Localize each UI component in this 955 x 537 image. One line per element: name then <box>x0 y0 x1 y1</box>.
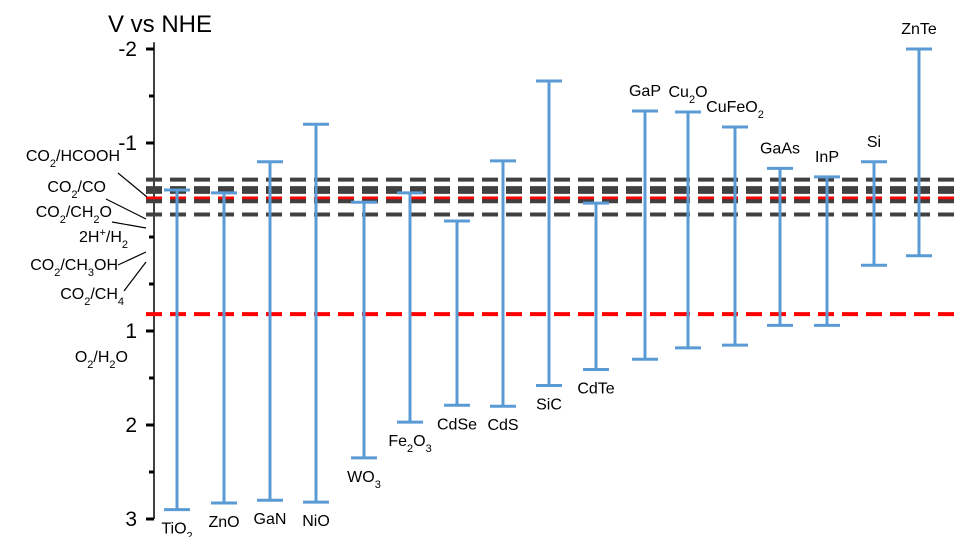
material-label: Si <box>867 134 881 151</box>
band-bar: GaN <box>254 160 287 528</box>
material-label: WO3 <box>347 469 381 491</box>
redox-couple-label: CO2/CH3OH <box>30 251 147 279</box>
material-label: GaN <box>254 511 287 528</box>
material-label: CuFeO2 <box>706 99 764 121</box>
material-label: NiO <box>302 513 330 530</box>
leader-line <box>111 221 147 229</box>
redox-lines <box>146 177 955 317</box>
y-axis: -2 -1 1 2 3 <box>118 38 155 531</box>
material-label: ZnO <box>208 514 239 531</box>
redox-couple-text: O2/H2O <box>75 349 128 371</box>
redox-couple-text: 2H+/H2 <box>79 227 128 251</box>
chart-title: V vs NHE <box>108 11 212 38</box>
y-tick-label: 2 <box>125 414 137 437</box>
redox-couple-label: 2H+/H2 <box>79 227 128 251</box>
material-label: GaP <box>629 83 661 100</box>
material-label: CdTe <box>577 381 614 398</box>
band-bar: ZnTe <box>901 21 937 258</box>
material-label: SiC <box>536 397 562 414</box>
y-tick-label: 1 <box>125 320 137 343</box>
redox-couple-label: O2/H2O <box>75 349 128 371</box>
leader-line <box>105 198 147 220</box>
band-bar: CdSe <box>437 219 477 433</box>
material-label: Fe2O3 <box>388 433 431 455</box>
material-label: CdSe <box>437 416 477 433</box>
band-bars: TiO2 ZnO GaN NiO WO3 Fe2O3 CdSe CdS SiC CdTe GaP Cu… <box>161 21 937 537</box>
redox-couple-label: CO2/CH4 <box>60 261 147 308</box>
band-bar: CdS <box>487 159 519 434</box>
band-bar: CdTe <box>577 201 615 398</box>
redox-couple-text: CO2/CH3OH <box>30 257 118 279</box>
leader-line <box>117 251 147 266</box>
material-label: ZnTe <box>901 21 937 38</box>
band-bar: ZnO <box>208 191 240 531</box>
redox-couple-text: CO2/CH2O <box>36 204 112 226</box>
band-bar: InP <box>814 149 840 327</box>
band-bar: SiC <box>536 79 562 414</box>
material-label: Cu2O <box>668 84 707 106</box>
y-tick-label: -1 <box>118 132 137 155</box>
material-label: GaAs <box>760 140 800 157</box>
redox-couple-text: CO2/HCOOH <box>26 148 120 170</box>
band-bar: NiO <box>302 122 330 530</box>
redox-couple-label: CO2/CH2O <box>36 204 147 229</box>
band-bar: WO3 <box>347 200 381 491</box>
band-bar: GaP <box>629 83 661 361</box>
redox-couple-text: CO2/CH4 <box>60 286 124 308</box>
redox-couple-text: CO2/CO <box>47 179 106 201</box>
redox-couple-label: CO2/HCOOH <box>26 148 148 198</box>
band-bar: Cu2O <box>668 84 708 350</box>
band-bar: CuFeO2 <box>706 99 764 347</box>
material-label: TiO2 <box>161 521 192 537</box>
band-bar: Si <box>861 134 887 267</box>
band-bar: TiO2 <box>161 188 193 537</box>
y-tick-label: -2 <box>118 38 137 61</box>
material-label: CdS <box>487 417 518 434</box>
leader-line <box>123 261 147 292</box>
leader-line <box>117 172 148 198</box>
material-label: InP <box>815 149 839 166</box>
band-bar: GaAs <box>760 140 800 327</box>
redox-couple-label: CO2/CO <box>47 179 147 220</box>
y-tick-label: 3 <box>125 508 137 531</box>
band-bar: Fe2O3 <box>388 191 432 455</box>
